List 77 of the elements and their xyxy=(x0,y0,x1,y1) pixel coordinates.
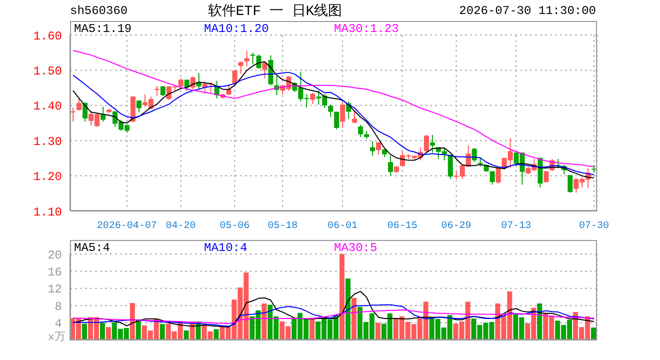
x-tick-label: 05-06 xyxy=(220,221,250,232)
candlestick xyxy=(352,110,358,124)
candlestick xyxy=(472,147,477,163)
bar xyxy=(100,322,105,340)
text: 2026-07-30 11:30:00 xyxy=(459,4,596,18)
y-tick-label: 1.40 xyxy=(33,100,62,114)
candlestick xyxy=(490,170,495,186)
candlestick xyxy=(82,102,88,122)
candlestick xyxy=(388,155,393,176)
x-tick-label: 07-30 xyxy=(579,221,610,232)
y-tick-label: 1.50 xyxy=(33,64,62,78)
text: MA10:1.20 xyxy=(204,22,270,36)
chart-title: 软件ETF 一 日K线图 xyxy=(206,2,344,20)
x-tick-label: 06-29 xyxy=(441,221,472,232)
y-tick-label: 1.30 xyxy=(33,134,62,149)
bar xyxy=(591,328,596,340)
bar xyxy=(345,278,350,340)
text: MA5:1.19 xyxy=(74,22,133,36)
y-tick-label: 12 xyxy=(48,282,62,297)
x-tick-label: 07-13 xyxy=(501,221,532,232)
candlestick xyxy=(238,60,244,74)
bar xyxy=(160,324,165,340)
candlestick xyxy=(70,107,76,122)
candlestick xyxy=(544,170,549,183)
bar xyxy=(82,324,87,340)
candlestick xyxy=(430,134,435,154)
candlestick xyxy=(334,111,340,130)
x-tick-label: 06-01 xyxy=(327,221,358,232)
x-tick-label: 04-20 xyxy=(166,221,196,232)
candlestick xyxy=(340,100,346,128)
candlestick xyxy=(358,124,364,138)
bar xyxy=(184,330,189,340)
candlestick xyxy=(160,86,166,96)
candlestick xyxy=(568,174,573,194)
candlestick xyxy=(448,154,453,180)
candlestick xyxy=(244,50,250,68)
candlestick xyxy=(226,84,232,96)
candlestick xyxy=(370,140,376,156)
text: MA30:5 xyxy=(334,241,378,255)
candlestick xyxy=(424,134,429,152)
bar xyxy=(339,254,344,340)
x-tick-label: 06-15 xyxy=(387,221,418,232)
chart-subtitle: sh560360 xyxy=(70,4,128,18)
line-series xyxy=(72,304,595,327)
candlestick xyxy=(328,104,334,118)
text: MA30:1.23 xyxy=(334,22,400,36)
x-tick-label: 2026-04-07 xyxy=(96,221,157,232)
text: MA5:4 xyxy=(74,241,112,255)
bar xyxy=(375,322,380,340)
candlestick xyxy=(310,92,316,104)
y-tick-label: 1.10 xyxy=(33,205,62,220)
candlestick xyxy=(184,79,190,92)
candlestick xyxy=(478,156,483,168)
candlestick xyxy=(250,52,256,65)
bar xyxy=(262,303,267,340)
y-tick-label: 8 xyxy=(54,300,62,314)
candlestick xyxy=(262,60,268,79)
y-tick-label: 1.20 xyxy=(33,170,62,184)
bar xyxy=(130,303,135,340)
candlestick xyxy=(376,142,382,155)
line-series xyxy=(72,309,595,324)
y-tick-label: 4 xyxy=(54,317,62,332)
candlestick xyxy=(178,78,184,88)
bar xyxy=(106,327,111,340)
bar xyxy=(310,318,315,340)
candlestick xyxy=(496,168,501,184)
text: MA10:4 xyxy=(204,241,248,255)
y-axis-title: x万 xyxy=(48,332,66,344)
candlestick xyxy=(100,106,106,122)
candlestick xyxy=(154,86,160,96)
candlestick xyxy=(76,97,82,112)
y-tick-label: 16 xyxy=(48,265,62,280)
candlestick xyxy=(232,69,238,85)
x-tick-label: 05-18 xyxy=(268,221,298,232)
y-tick-label: 20 xyxy=(48,248,62,262)
bar xyxy=(351,298,356,340)
y-tick-label: 1.60 xyxy=(33,29,62,44)
